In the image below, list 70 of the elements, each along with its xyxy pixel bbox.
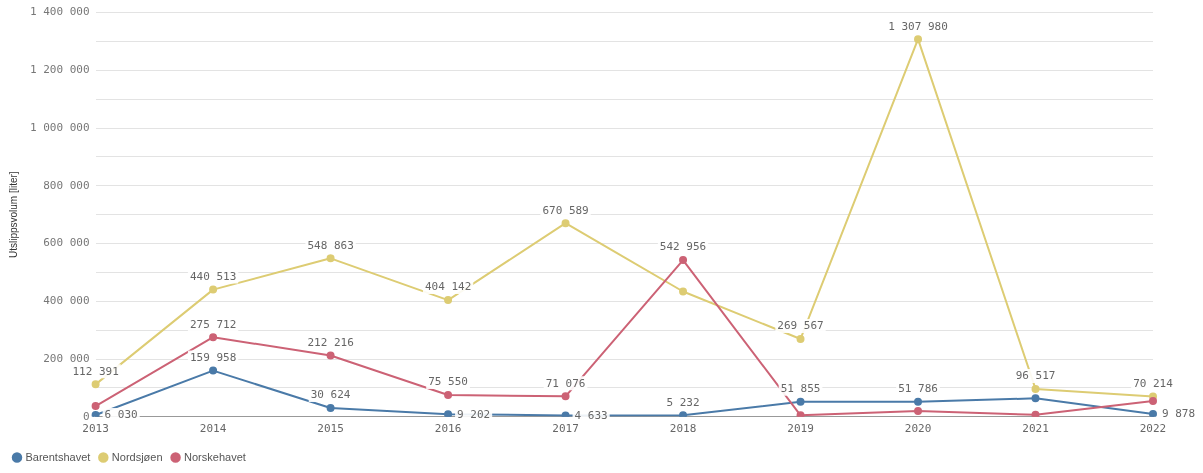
data-label: 51 855 [780,382,821,396]
data-label: 440 513 [189,269,237,283]
y-tick-label: 800 000 [43,178,90,192]
data-label: 6 030 [104,408,138,422]
legend-label: Norskehavet [184,450,246,463]
point [1031,384,1040,393]
point [1031,394,1040,403]
y-tick-label: 1 200 000 [29,63,90,77]
point [444,390,453,399]
point [326,351,335,360]
x-tick-label: 2015 [317,422,344,436]
y-tick-label: 1 400 000 [29,5,90,19]
data-label: 670 589 [542,203,589,217]
data-label: 4 633 [574,408,608,422]
data-label: 5 232 [666,395,700,409]
y-tick-label: 600 000 [43,236,90,250]
data-label: 404 142 [424,280,472,294]
point [209,285,218,294]
point [444,410,453,417]
y-tick-label: 400 000 [43,294,90,308]
point [91,402,100,411]
data-label: 51 786 [898,382,938,396]
point [679,256,688,265]
point [914,35,923,44]
data-label: 30 624 [310,388,351,402]
y-axis-title: Utslippsvolum [liter] [7,171,19,259]
point [91,380,100,389]
legend-label: Barentshavet [25,450,91,463]
x-tick-label: 2021 [1022,422,1049,436]
y-tick-label: 0 [82,409,90,423]
point [326,254,335,263]
data-label: 71 076 [545,376,586,390]
point [914,397,923,406]
point [209,333,218,342]
point [914,407,923,416]
data-label: 1 307 980 [888,19,948,33]
data-label: 212 216 [307,335,354,349]
point [209,366,218,375]
data-label: 9 202 [457,407,491,421]
x-tick-label: 2016 [434,422,462,436]
point [796,397,805,406]
x-tick-label: 2018 [669,422,697,436]
data-label: 9 878 [1161,407,1196,421]
data-label: 275 712 [189,317,237,331]
data-label: 96 517 [1015,369,1056,383]
point [1149,409,1157,417]
data-label: 159 958 [189,350,237,364]
x-tick-label: 2017 [552,422,579,436]
point [444,296,453,305]
point [1031,410,1040,417]
data-label: 112 391 [72,364,119,378]
point [679,287,688,296]
x-tick-label: 2013 [82,422,109,436]
data-label: 542 956 [659,240,707,254]
y-tick-label: 200 000 [43,351,90,365]
point [326,403,335,412]
point [561,392,570,401]
data-label: 269 567 [777,319,824,333]
point [1149,396,1157,405]
point [561,219,570,228]
x-tick-label: 2019 [787,422,814,436]
data-label: 548 863 [307,238,354,252]
y-tick-label: 1 000 000 [29,120,90,134]
x-tick-label: 2014 [199,422,227,436]
legend-label: Nordsjøen [111,450,163,463]
data-label: 70 214 [1133,376,1174,390]
point [796,334,805,343]
x-tick-label: 2022 [1139,422,1167,436]
data-label: 75 550 [428,375,468,389]
x-tick-label: 2020 [904,422,932,436]
